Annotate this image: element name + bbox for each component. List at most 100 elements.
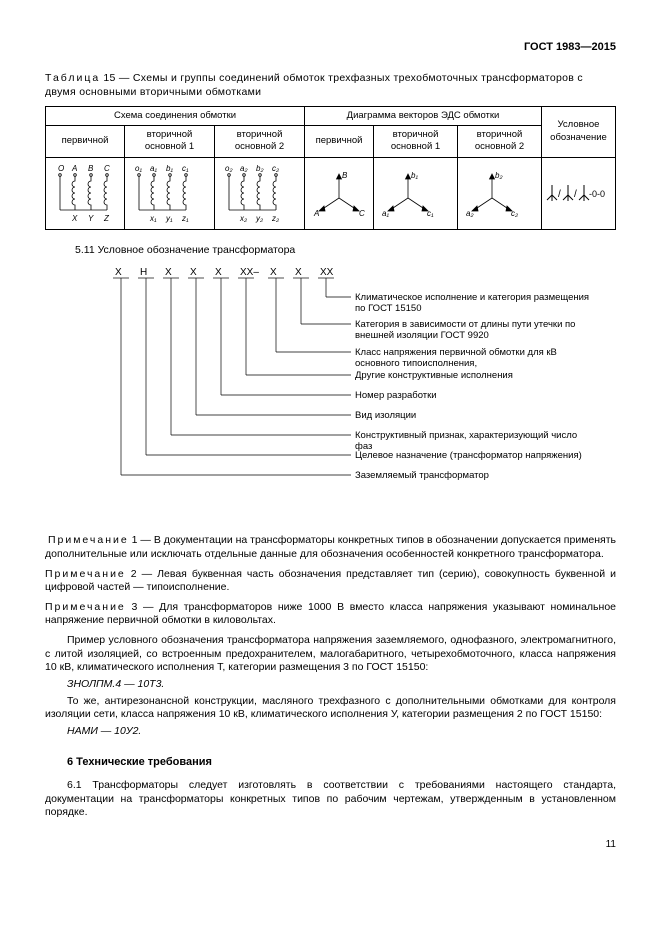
svg-text:c₁: c₁ [427,209,434,218]
svg-text:o₁: o₁ [135,164,142,173]
svg-text:Вид изоляции: Вид изоляции [355,410,416,421]
heading-6: 6 Технические требования [67,755,616,769]
svg-text:Х: Х [165,267,172,278]
svg-text:C: C [359,209,365,218]
cell-coil-sec2: o₂ a₂ b₂ c₂ x₂ y₂ z₂ [215,157,305,229]
svg-text:y₁: y₁ [165,214,173,223]
windings-table: Схема соединения обмотки Диаграмма векто… [45,106,616,230]
svg-text:y₂: y₂ [255,214,263,223]
svg-text:c₁: c₁ [182,164,189,173]
svg-text:Х: Х [190,267,197,278]
svg-text:Х: Х [215,267,222,278]
svg-text:Класс напряжения первичной обм: Класс напряжения первичной обмотки для к… [355,347,557,358]
cell-vec-sec1: b₁ a₁ c₁ [374,157,458,229]
svg-text:/: / [558,189,561,200]
note-label-3: Примечание [45,601,126,613]
th-b1: первичной [305,125,374,157]
designation-diagram: ХНХХХХХ–ХХХХ Климатическое исполнение и … [105,265,616,520]
paragraph-6-1: 6.1 Трансформаторы следует изготовлять в… [45,779,616,820]
note-label-2: Примечание [45,568,126,580]
th-vector: Диаграмма векторов ЭДС обмотки [305,106,542,125]
note-3: Примечание 3 — Для трансформаторов ниже … [45,601,616,628]
svg-text:Категория в зависимости от дли: Категория в зависимости от длины пути ут… [355,319,575,330]
svg-text:z₁: z₁ [181,214,189,223]
svg-text:Другие конструктивные исполнен: Другие конструктивные исполнения [355,370,513,381]
th-a3: вторичной основной 2 [215,125,305,157]
table-label: Таблица [45,72,100,84]
designation-svg: ХНХХХХХ–ХХХХ Климатическое исполнение и … [105,265,605,520]
cell-vec-primary: B A C [305,157,374,229]
svg-text:A: A [313,209,319,218]
note-1: Примечание 1 — В документации на трансфо… [45,534,616,561]
svg-text:a₁: a₁ [382,209,389,218]
coil-sec2-svg: o₂ a₂ b₂ c₂ x₂ y₂ z₂ [219,162,289,224]
vec-primary-svg: B A C [309,168,369,218]
section-511-title: 5.11 Условное обозначение трансформатора [75,244,616,258]
note-2: Примечание 2 — Левая буквенная часть обо… [45,568,616,595]
svg-text:-0-0: -0-0 [589,189,605,199]
svg-text:по ГОСТ 15150: по ГОСТ 15150 [355,303,421,314]
svg-text:внешней изоляции ГОСТ 9920: внешней изоляции ГОСТ 9920 [355,330,489,341]
svg-text:A: A [71,164,77,173]
svg-text:Заземляемый трансформатор: Заземляемый трансформатор [355,470,489,481]
table-num: 15 — [100,72,133,84]
svg-text:b₁: b₁ [166,164,173,173]
coil-sec1-svg: o₁ a₁ b₁ c₁ x₁ y₁ z₁ [129,162,199,224]
svg-text:b₁: b₁ [411,171,418,180]
example-paragraph-2: То же, антирезонансной конструкции, масл… [45,695,616,722]
th-b3: вторичной основной 2 [458,125,542,157]
note-num-1: 1 — [129,534,154,546]
cell-coil-sec1: o₁ a₁ b₁ c₁ x₁ y₁ z₁ [125,157,215,229]
svg-text:O: O [58,164,64,173]
svg-text:Х: Х [295,267,302,278]
svg-text:B: B [88,164,94,173]
svg-text:z₂: z₂ [271,214,279,223]
th-scheme: Схема соединения обмотки [46,106,305,125]
th-a2: вторичной основной 1 [125,125,215,157]
svg-text:X: X [71,214,78,223]
svg-text:x₁: x₁ [149,214,157,223]
vec-sec1-svg: b₁ a₁ c₁ [378,168,438,218]
svg-text:B: B [342,171,348,180]
page-number: 11 [45,838,616,851]
svg-text:o₂: o₂ [225,164,233,173]
svg-text:Н: Н [140,267,147,278]
svg-text:C: C [104,164,110,173]
svg-text:Х: Х [115,267,122,278]
note-label-1: Примечание [48,534,129,546]
notation-svg: / / -0-0 [546,181,608,205]
svg-text:b₂: b₂ [256,164,264,173]
svg-text:Номер разработки: Номер разработки [355,390,437,401]
th-b2: вторичной основной 1 [374,125,458,157]
svg-text:Климатическое исполнение и кат: Климатическое исполнение и категория раз… [355,292,589,303]
svg-text:Целевое назначение (трансформа: Целевое назначение (трансформатор напряж… [355,450,582,461]
svg-text:a₁: a₁ [150,164,157,173]
vec-sec2-svg: b₂ a₂ c₂ [462,168,522,218]
example-code-2: НАМИ — 10У2. [45,725,616,739]
svg-text:/: / [574,189,577,200]
svg-text:ХХ: ХХ [320,267,334,278]
svg-text:Конструктивный признак, характ: Конструктивный признак, характеризующий … [355,430,577,441]
svg-text:x₂: x₂ [239,214,247,223]
example-code-1: ЗНОЛПМ.4 — 10Т3. [45,678,616,692]
example-paragraph-1: Пример условного обозначения трансформат… [45,634,616,675]
table-caption: Таблица 15 — Схемы и группы соединений о… [45,72,616,99]
cell-notation: / / -0-0 [542,157,616,229]
svg-text:Z: Z [103,214,110,223]
cell-coil-primary: OA B C X YZ [46,157,125,229]
svg-text:Y: Y [88,214,94,223]
svg-text:a₂: a₂ [240,164,248,173]
svg-text:b₂: b₂ [495,171,503,180]
cell-vec-sec2: b₂ a₂ c₂ [458,157,542,229]
svg-text:c₂: c₂ [511,209,518,218]
svg-text:ХХ–: ХХ– [240,267,259,278]
svg-text:c₂: c₂ [272,164,279,173]
svg-text:Х: Х [270,267,277,278]
note-num-3: 3 — [126,601,159,613]
coil-primary-svg: OA B C X YZ [50,162,120,224]
document-header: ГОСТ 1983—2015 [45,40,616,54]
note-num-2: 2 — [126,568,157,580]
th-notation: Условное обозначение [542,106,616,157]
svg-text:основного типоисполнения,: основного типоисполнения, [355,358,477,369]
svg-text:a₂: a₂ [466,209,474,218]
